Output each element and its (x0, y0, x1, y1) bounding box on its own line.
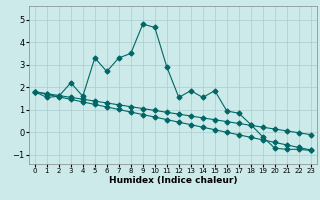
X-axis label: Humidex (Indice chaleur): Humidex (Indice chaleur) (108, 176, 237, 185)
